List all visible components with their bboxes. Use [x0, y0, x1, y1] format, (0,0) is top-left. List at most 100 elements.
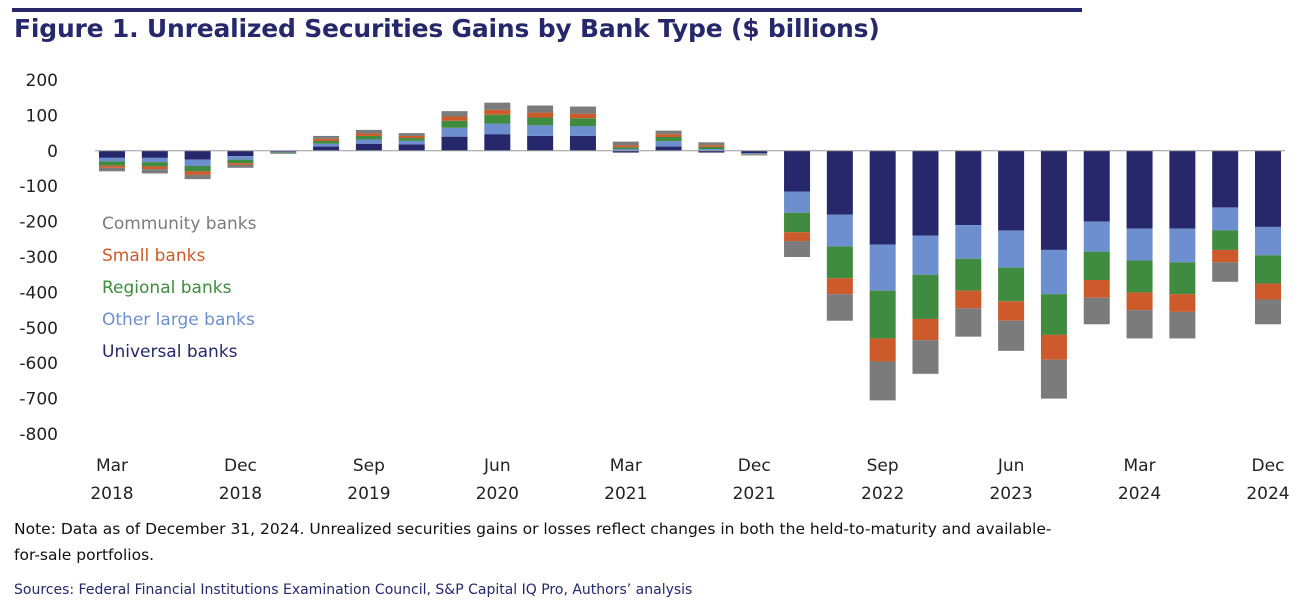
bar-segment-universal-banks: [698, 150, 725, 153]
bar-segment-regional-banks: [1255, 255, 1281, 284]
legend: Community banks Small banks Regional banks…: [102, 214, 257, 362]
y-tick-label: -700: [19, 390, 58, 410]
bar-segment-universal-banks: [184, 150, 211, 160]
chart-title: Figure 1. Unrealized Securities Gains by…: [14, 14, 880, 43]
bar-segment-other-large-banks: [99, 157, 125, 162]
x-tick-label-month: Mar: [1124, 456, 1156, 476]
bar-segment-other-large-banks: [141, 157, 168, 163]
bar-segment-regional-banks: [141, 162, 168, 167]
x-tick-label-month: Dec: [1252, 456, 1285, 476]
bar-segment-universal-banks: [998, 150, 1025, 231]
bar-segment-small-banks: [1083, 280, 1110, 298]
bar-segment-small-banks: [141, 166, 168, 170]
bar-segment-regional-banks: [270, 152, 297, 154]
bar-segment-regional-banks: [398, 138, 425, 141]
bar-segment-community-banks: [484, 102, 511, 110]
bar-segment-community-banks: [998, 320, 1025, 351]
bar-segment-community-banks: [141, 169, 168, 174]
bar-segment-small-banks: [441, 116, 468, 121]
bar-segment-small-banks: [484, 109, 511, 115]
title-rule: [12, 8, 1082, 12]
legend-item-community-banks: Community banks: [102, 214, 257, 234]
bar-segment-community-banks: [869, 361, 896, 401]
bar-segment-regional-banks: [1083, 251, 1110, 281]
bar-segment-regional-banks: [484, 114, 511, 124]
bar-segment-universal-banks: [398, 144, 425, 151]
bar-segment-community-banks: [441, 111, 468, 117]
y-tick-label: 0: [47, 142, 58, 162]
y-tick-label: -500: [19, 319, 58, 339]
bar-segment-other-large-banks: [955, 225, 982, 259]
bar-segment-universal-banks: [227, 150, 254, 157]
bar-segment-community-banks: [1040, 359, 1067, 399]
bar-segment-universal-banks: [569, 135, 596, 151]
bar-segment-community-banks: [912, 340, 939, 374]
bar-segment-universal-banks: [441, 136, 468, 151]
legend-item-regional-banks: Regional banks: [102, 278, 232, 298]
x-tick-label-month: Jun: [997, 456, 1025, 476]
chart-sources: Sources: Federal Financial Institutions …: [14, 582, 693, 598]
bar-segment-other-large-banks: [655, 141, 682, 147]
bar-segment-other-large-banks: [270, 151, 297, 153]
bar-segment-community-banks: [698, 142, 725, 146]
bar-segment-community-banks: [398, 133, 425, 136]
bar-segment-regional-banks: [998, 267, 1025, 302]
bar-segment-regional-banks: [698, 146, 725, 150]
bar-segment-regional-banks: [655, 136, 682, 142]
bar-segment-other-large-banks: [398, 140, 425, 145]
bar-segment-regional-banks: [1212, 230, 1239, 250]
bar-segment-other-large-banks: [741, 153, 768, 154]
y-tick-label: -600: [19, 354, 58, 374]
bar-segment-regional-banks: [1169, 262, 1196, 295]
legend-item-universal-banks: Universal banks: [102, 342, 238, 362]
bar-segment-small-banks: [527, 112, 554, 118]
bar-segment-other-large-banks: [227, 156, 254, 160]
bar-segment-regional-banks: [227, 159, 254, 164]
bar-segment-universal-banks: [355, 143, 382, 151]
bar-segment-community-banks: [99, 167, 125, 172]
x-tick-label-month: Jun: [483, 456, 511, 476]
bar-segment-small-banks: [398, 135, 425, 139]
bar-segment-small-banks: [355, 133, 382, 136]
bar-segment-community-banks: [741, 154, 768, 156]
x-tick-label-year: 2020: [476, 484, 519, 504]
bar-segment-small-banks: [955, 290, 982, 309]
bar-segment-regional-banks: [1126, 260, 1153, 293]
bar-segment-community-banks: [313, 135, 340, 139]
x-tick-label-year: 2019: [347, 484, 390, 504]
bar-segment-other-large-banks: [998, 230, 1025, 268]
x-tick-label-month: Sep: [867, 456, 899, 476]
bar-segment-community-banks: [1126, 310, 1153, 339]
bar-segment-other-large-banks: [184, 159, 211, 167]
bar-segment-other-large-banks: [698, 149, 725, 151]
x-tick-label-year: 2021: [733, 484, 776, 504]
bar-segment-other-large-banks: [313, 143, 340, 147]
bar-segment-small-banks: [227, 163, 254, 165]
y-tick-label: 200: [26, 71, 58, 91]
bar-segment-universal-banks: [655, 146, 682, 151]
y-tick-label: -400: [19, 283, 58, 303]
bar-segment-community-banks: [1212, 262, 1239, 282]
bar-segment-universal-banks: [141, 150, 168, 158]
bar-segment-community-banks: [955, 308, 982, 337]
bar-segment-community-banks: [184, 174, 211, 180]
bar-segment-small-banks: [698, 145, 725, 147]
x-tick-label-year: 2022: [861, 484, 904, 504]
bar-segment-other-large-banks: [869, 244, 896, 291]
bar-segment-community-banks: [527, 105, 554, 113]
bar-segment-other-large-banks: [784, 191, 811, 213]
bar-segment-small-banks: [1212, 249, 1239, 263]
y-tick-label: -200: [19, 213, 58, 233]
bar-segment-universal-banks: [1255, 150, 1281, 227]
bar-segment-universal-banks: [484, 134, 511, 151]
bar-segment-regional-banks: [441, 120, 468, 128]
bar-segment-other-large-banks: [1169, 228, 1196, 263]
bar-segment-universal-banks: [313, 146, 340, 151]
bar-segment-regional-banks: [955, 258, 982, 291]
x-tick-label-year: 2023: [989, 484, 1032, 504]
bar-segment-other-large-banks: [612, 149, 639, 151]
chart-note: Note: Data as of December 31, 2024. Unre…: [14, 520, 1052, 564]
bar-segment-regional-banks: [784, 212, 811, 233]
bar-segment-small-banks: [569, 113, 596, 119]
bar-segment-regional-banks: [826, 246, 853, 279]
